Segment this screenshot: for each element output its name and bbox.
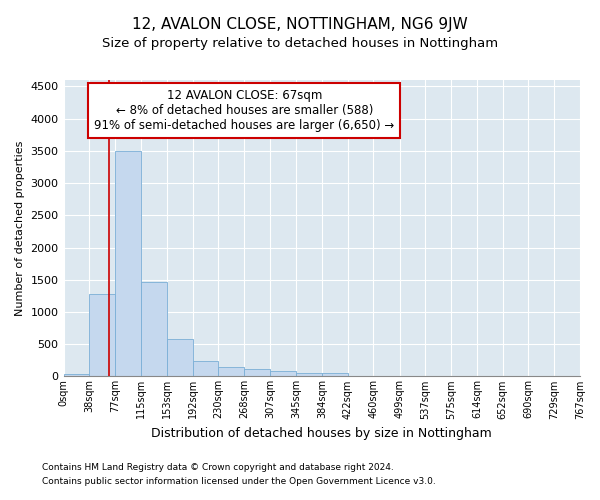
- Bar: [193, 360, 218, 376]
- X-axis label: Distribution of detached houses by size in Nottingham: Distribution of detached houses by size …: [151, 427, 492, 440]
- Text: 12 AVALON CLOSE: 67sqm
← 8% of detached houses are smaller (588)
91% of semi-det: 12 AVALON CLOSE: 67sqm ← 8% of detached …: [94, 89, 394, 132]
- Y-axis label: Number of detached properties: Number of detached properties: [15, 140, 25, 316]
- Bar: [89, 294, 115, 376]
- Bar: [244, 368, 270, 376]
- Text: 12, AVALON CLOSE, NOTTINGHAM, NG6 9JW: 12, AVALON CLOSE, NOTTINGHAM, NG6 9JW: [132, 18, 468, 32]
- Bar: [64, 374, 89, 376]
- Text: Size of property relative to detached houses in Nottingham: Size of property relative to detached ho…: [102, 38, 498, 51]
- Bar: [322, 373, 347, 376]
- Bar: [115, 151, 141, 376]
- Text: Contains HM Land Registry data © Crown copyright and database right 2024.: Contains HM Land Registry data © Crown c…: [42, 464, 394, 472]
- Bar: [296, 373, 322, 376]
- Bar: [141, 282, 167, 376]
- Bar: [167, 339, 193, 376]
- Bar: [218, 366, 244, 376]
- Text: Contains public sector information licensed under the Open Government Licence v3: Contains public sector information licen…: [42, 477, 436, 486]
- Bar: [270, 371, 296, 376]
